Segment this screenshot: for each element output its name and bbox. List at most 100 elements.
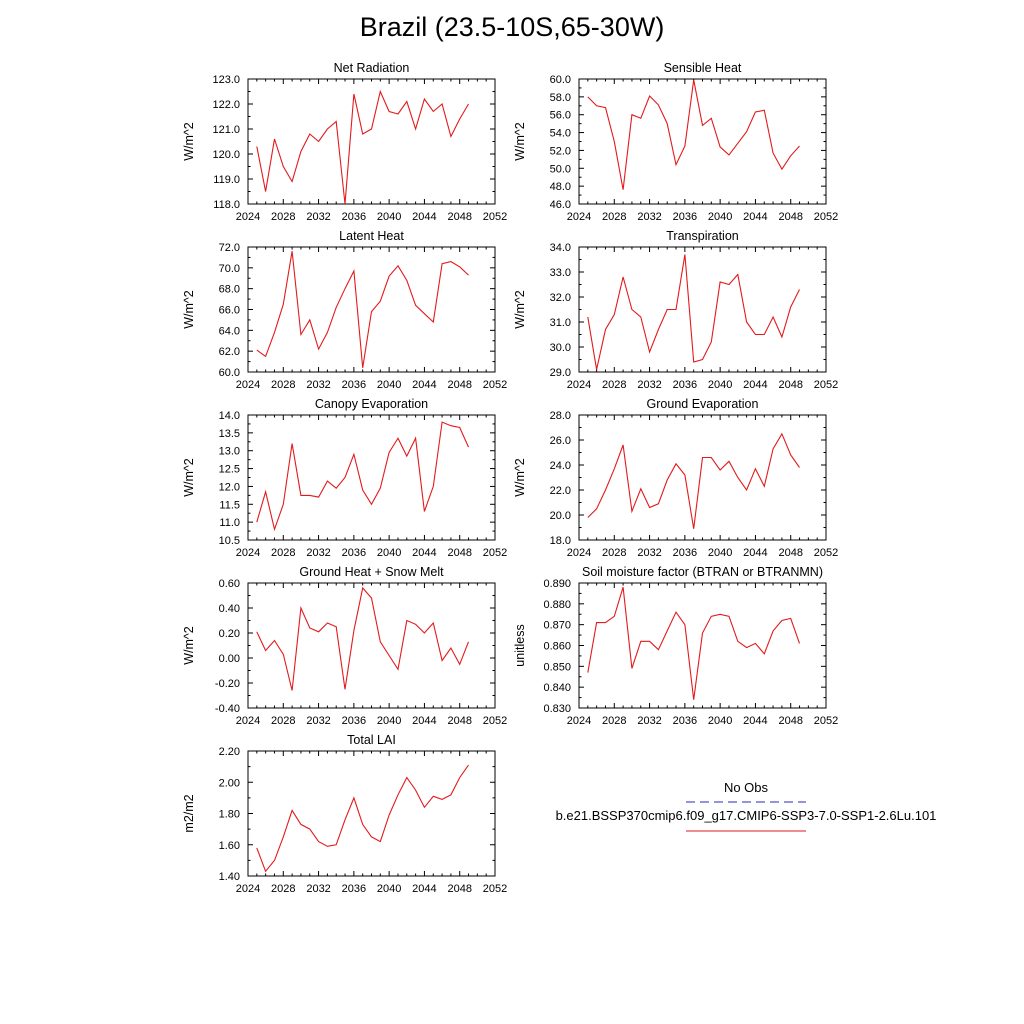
y-tick-label: 34.0 bbox=[550, 242, 571, 254]
panel-title: Transpiration bbox=[666, 229, 739, 243]
x-tick-label: 2036 bbox=[342, 211, 366, 223]
x-tick-label: 2024 bbox=[236, 715, 260, 727]
chart-panel-4: Transpiration W/m^2 2024 2028 2032 2036 2040 20… bbox=[513, 229, 838, 391]
y-tick-label: 12.5 bbox=[219, 464, 240, 476]
x-tick-label: 2032 bbox=[306, 715, 330, 727]
y-tick-label: 48.0 bbox=[550, 181, 571, 193]
x-tick-label: 2024 bbox=[236, 547, 260, 559]
x-tick-label: 2028 bbox=[602, 715, 626, 727]
chart-panel-1: Net Radiation W/m^2 2024 2028 2032 2036 2040 20… bbox=[182, 61, 507, 223]
x-tick-label: 2024 bbox=[567, 211, 591, 223]
x-tick-label: 2036 bbox=[673, 547, 697, 559]
y-tick-label: 54.0 bbox=[550, 128, 571, 140]
y-tick-label: 58.0 bbox=[550, 92, 571, 104]
x-tick-label: 2036 bbox=[342, 379, 366, 391]
x-tick-label: 2024 bbox=[567, 547, 591, 559]
x-tick-label: 2048 bbox=[778, 379, 802, 391]
y-tick-label: 120.0 bbox=[212, 149, 240, 161]
y-tick-label: 20.0 bbox=[550, 510, 571, 522]
chart-panel-8: Soil moisture factor (BTRAN or BTRANMN) u… bbox=[513, 565, 838, 727]
x-tick-label: 2052 bbox=[814, 715, 838, 727]
x-tick-label: 2040 bbox=[377, 211, 401, 223]
y-tick-label: 0.840 bbox=[543, 682, 571, 694]
series-line bbox=[256, 586, 470, 691]
y-tick-label: 18.0 bbox=[550, 535, 571, 547]
figure-title: Brazil (23.5-10S,65-30W) bbox=[359, 12, 665, 42]
y-tick-label: 118.0 bbox=[213, 199, 240, 211]
x-tick-label: 2040 bbox=[708, 379, 732, 391]
y-tick-label: 11.0 bbox=[219, 517, 240, 529]
x-tick-label: 2052 bbox=[814, 211, 838, 223]
x-tick-label: 2032 bbox=[637, 715, 661, 727]
chart-panel-6: Ground Evaporation W/m^2 2024 2028 2032 2036 2… bbox=[513, 397, 838, 559]
x-tick-label: 2036 bbox=[342, 883, 366, 895]
legend-label: b.e21.BSSP370cmip6.f09_g17.CMIP6-SSP3-7.… bbox=[556, 808, 937, 823]
x-tick-label: 2044 bbox=[743, 379, 767, 391]
x-tick-label: 2032 bbox=[637, 379, 661, 391]
series-line bbox=[587, 432, 800, 529]
plot-frame bbox=[247, 582, 496, 709]
series-line bbox=[587, 254, 800, 370]
x-tick-label: 2040 bbox=[377, 547, 401, 559]
y-tick-label: 31.0 bbox=[550, 317, 571, 329]
y-tick-label: 26.0 bbox=[550, 435, 571, 447]
x-tick-label: 2024 bbox=[236, 211, 260, 223]
x-tick-label: 2028 bbox=[602, 211, 626, 223]
x-tick-label: 2040 bbox=[708, 211, 732, 223]
y-tick-label: 68.0 bbox=[219, 284, 240, 296]
x-tick-label: 2032 bbox=[306, 547, 330, 559]
y-axis-label: W/m^2 bbox=[513, 290, 527, 329]
y-tick-label: 11.5 bbox=[219, 499, 240, 511]
y-axis-label: m2/m2 bbox=[182, 794, 196, 832]
y-tick-label: 1.80 bbox=[219, 809, 240, 821]
x-tick-label: 2032 bbox=[637, 547, 661, 559]
panel-title: Canopy Evaporation bbox=[315, 397, 428, 411]
y-tick-label: 62.0 bbox=[219, 346, 240, 358]
y-tick-label: 121.0 bbox=[212, 124, 240, 136]
plot-frame bbox=[247, 78, 496, 205]
x-tick-label: 2028 bbox=[602, 379, 626, 391]
series-line bbox=[587, 79, 800, 190]
y-tick-label: 123.0 bbox=[212, 74, 240, 86]
x-tick-label: 2028 bbox=[602, 547, 626, 559]
y-tick-label: 2.00 bbox=[219, 777, 240, 789]
x-tick-label: 2032 bbox=[637, 211, 661, 223]
y-axis-label: W/m^2 bbox=[182, 626, 196, 665]
y-tick-label: 0.00 bbox=[219, 653, 240, 665]
y-tick-label: 13.5 bbox=[219, 428, 240, 440]
x-tick-label: 2040 bbox=[708, 715, 732, 727]
y-tick-label: 119.0 bbox=[213, 174, 240, 186]
plot-frame bbox=[578, 246, 827, 373]
x-tick-label: 2028 bbox=[271, 547, 295, 559]
y-tick-label: 0.870 bbox=[543, 620, 571, 632]
x-tick-label: 2044 bbox=[412, 883, 436, 895]
y-tick-label: 0.860 bbox=[543, 641, 571, 653]
panel-title: Net Radiation bbox=[334, 61, 410, 75]
panel-title: Latent Heat bbox=[339, 229, 404, 243]
x-tick-label: 2048 bbox=[447, 379, 471, 391]
y-tick-label: 33.0 bbox=[550, 267, 571, 279]
y-tick-label: -0.20 bbox=[215, 678, 240, 690]
x-tick-label: 2036 bbox=[673, 211, 697, 223]
y-tick-label: 12.0 bbox=[219, 481, 240, 493]
y-tick-label: 22.0 bbox=[550, 485, 571, 497]
y-tick-label: 66.0 bbox=[219, 305, 240, 317]
series-line bbox=[587, 587, 801, 700]
x-tick-label: 2036 bbox=[342, 547, 366, 559]
y-tick-label: 14.0 bbox=[219, 410, 240, 422]
y-axis-label: W/m^2 bbox=[182, 122, 196, 161]
chart-panel-5: Canopy Evaporation W/m^2 2024 2028 2032 2036 2… bbox=[182, 397, 507, 559]
y-tick-label: 2.20 bbox=[219, 746, 240, 758]
chart-panel-9: Total LAI m2/m2 2024 2028 2032 2036 2040 2044 20… bbox=[182, 733, 507, 895]
series-line bbox=[256, 764, 469, 873]
y-tick-label: 0.850 bbox=[543, 661, 571, 673]
plot-frame bbox=[247, 414, 496, 541]
y-tick-label: 30.0 bbox=[550, 342, 571, 354]
panel-title: Sensible Heat bbox=[664, 61, 742, 75]
y-tick-label: 60.0 bbox=[550, 74, 571, 86]
y-tick-label: 64.0 bbox=[219, 325, 240, 337]
y-tick-label: 60.0 bbox=[219, 367, 240, 379]
legend: No Obs b.e21.BSSP370cmip6.f09_g17.CMIP6-S… bbox=[556, 780, 937, 832]
x-tick-label: 2028 bbox=[271, 379, 295, 391]
